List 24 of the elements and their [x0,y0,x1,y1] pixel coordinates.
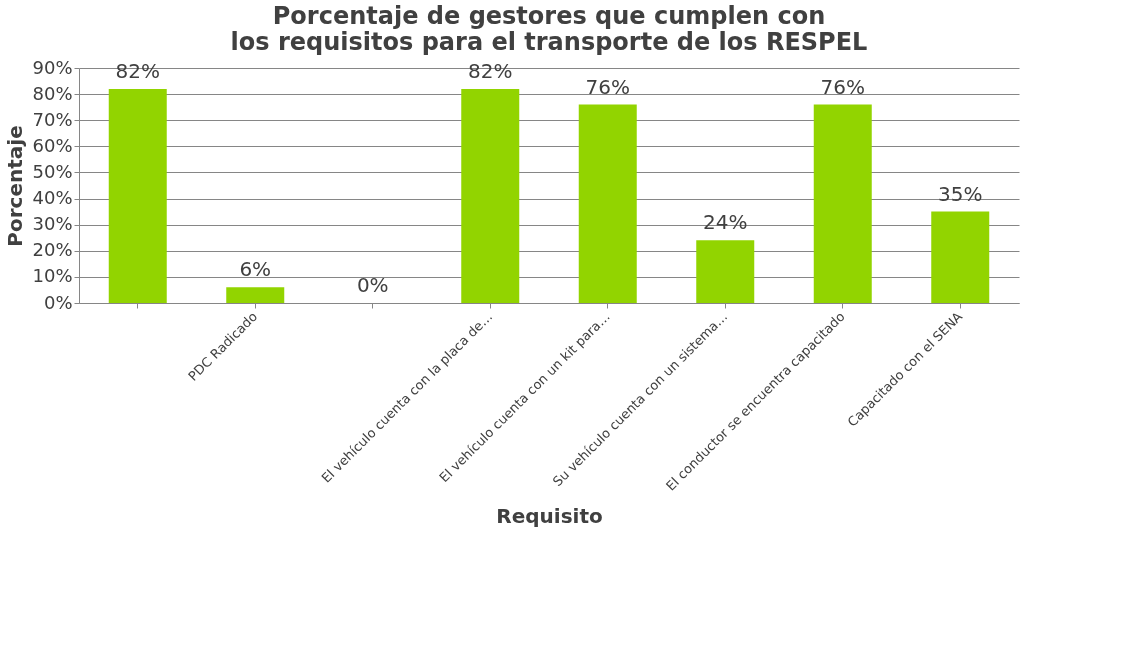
y-tick-label: 50% [32,160,73,182]
y-tick-label: 90% [32,56,73,78]
data-label: 76% [820,74,865,99]
y-tick-label: 20% [32,239,73,261]
y-tick-label: 60% [32,134,73,156]
bar [813,104,872,303]
bar [931,211,990,303]
y-tick-label: 0% [43,291,73,313]
y-tick-label: 40% [32,187,73,209]
bar [461,88,520,303]
bar [696,240,755,303]
data-label: 76% [585,74,630,99]
x-axis-title: Requisito [496,504,603,529]
y-tick-label: 70% [32,108,73,130]
y-tick-label: 80% [32,82,73,104]
y-axis-title: Porcentaje [3,125,28,247]
chart-title: Porcentaje de gestores que cumplen con los requisitos para el transporte de los RESPEL [230,2,868,56]
bar [226,287,285,303]
data-label: 6% [239,257,272,282]
y-tick-label: 10% [32,265,73,287]
bar [108,88,167,303]
y-tick-label: 30% [32,213,73,235]
data-label: 0% [356,273,389,297]
bar [578,104,637,303]
